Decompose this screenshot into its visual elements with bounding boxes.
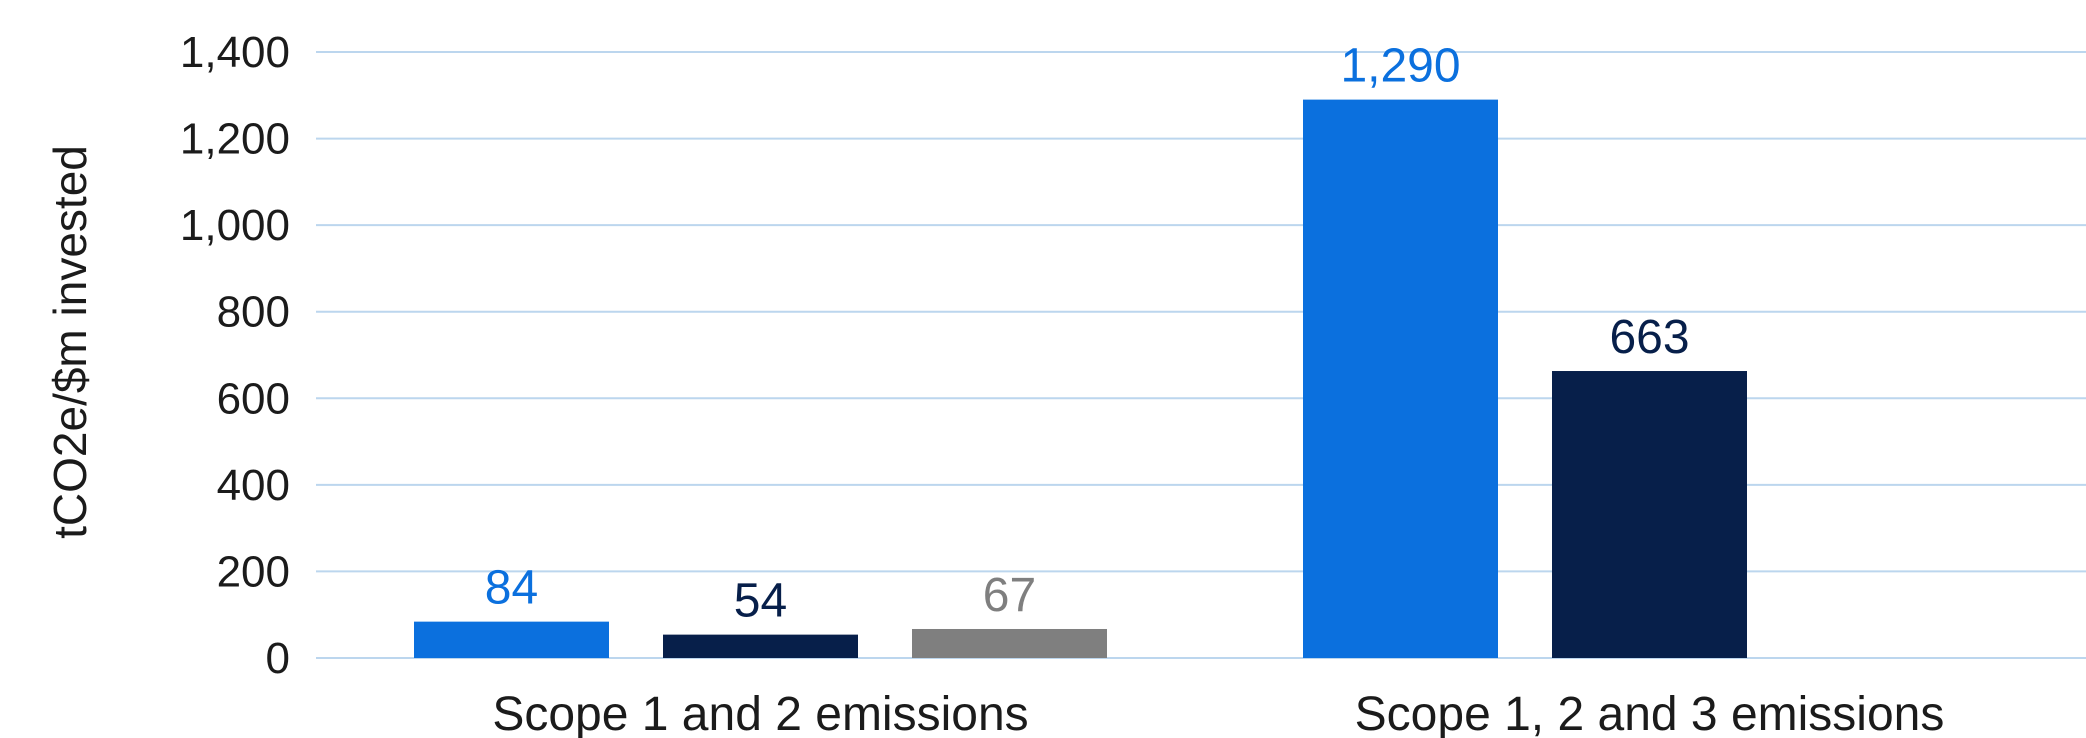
data-labels: 84 54 67 1,290 663	[485, 40, 1690, 628]
category-label: Scope 1 and 2 emissions	[492, 688, 1028, 738]
category-label: Scope 1, 2 and 3 emissions	[1355, 688, 1945, 738]
y-tick-label: 400	[217, 461, 290, 510]
y-tick-label: 200	[217, 547, 290, 596]
y-axis-label: tCO2e/$m invested	[44, 145, 96, 539]
y-tick-label: 1,400	[180, 28, 290, 77]
data-label: 663	[1609, 311, 1689, 364]
bar	[1552, 371, 1747, 658]
bar	[414, 621, 609, 658]
y-tick-label: 600	[217, 374, 290, 423]
data-label: 67	[983, 569, 1036, 622]
y-axis-ticks: 0 200 400 600 800 1,000 1,200 1,400	[180, 28, 290, 683]
bar	[912, 628, 1107, 658]
bar	[663, 634, 858, 658]
y-tick-label: 1,200	[180, 115, 290, 164]
gridlines	[316, 51, 2086, 659]
y-tick-label: 1,000	[180, 201, 290, 250]
x-axis-categories: Scope 1 and 2 emissions Scope 1, 2 and 3 …	[492, 688, 1944, 738]
data-label: 54	[734, 575, 787, 628]
data-label: 84	[485, 562, 538, 615]
bars	[414, 99, 1747, 659]
y-tick-label: 800	[217, 288, 290, 337]
data-label: 1,290	[1340, 40, 1460, 93]
bar	[1303, 99, 1498, 659]
y-tick-label: 0	[266, 634, 290, 683]
